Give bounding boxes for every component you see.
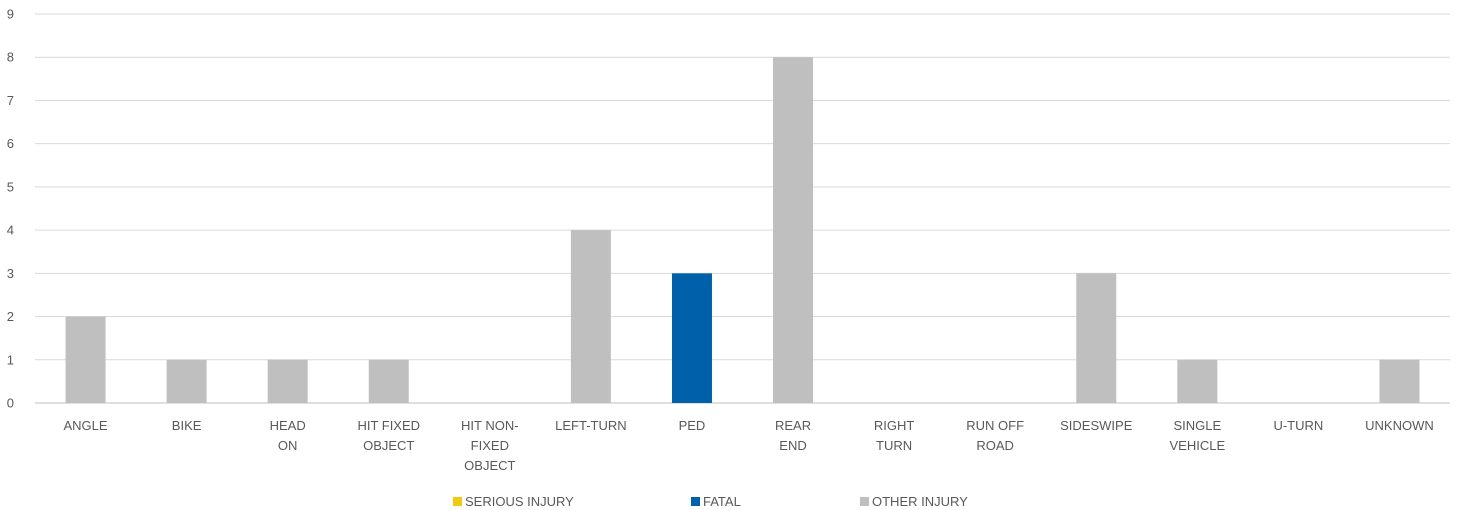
bars (65, 57, 1420, 403)
x-tick-label: UNKNOWN (1365, 418, 1434, 433)
y-tick-label: 1 (7, 352, 14, 367)
bar-other-injury (368, 359, 409, 403)
bar-fatal (671, 273, 712, 403)
legend-label: FATAL (703, 494, 741, 509)
y-tick-label: 8 (7, 50, 14, 65)
x-tick-label: HIT FIXED OBJECT (357, 418, 420, 453)
y-tick-label: 9 (7, 7, 14, 22)
x-tick-label: PED (679, 418, 706, 433)
y-tick-label: 6 (7, 136, 14, 151)
x-tick-label: RIGHT TURN (874, 418, 915, 453)
x-tick-label: HEAD ON (270, 418, 306, 453)
x-tick-label: SINGLE VEHICLE (1170, 418, 1226, 453)
y-tick-label: 2 (7, 309, 14, 324)
gridlines (35, 13, 1450, 404)
x-tick-label: HIT NON-FIXED OBJECT (461, 418, 519, 473)
legend: SERIOUS INJURY FATAL OTHER INJURY (453, 494, 968, 509)
y-tick-label: 7 (7, 93, 14, 108)
y-tick-label: 5 (7, 179, 14, 194)
x-tick-label: LEFT-TURN (555, 418, 627, 433)
y-axis: 0 1 2 3 4 5 6 7 8 9 (7, 7, 14, 411)
legend-label: SERIOUS INJURY (465, 494, 574, 509)
x-tick-label: BIKE (172, 418, 202, 433)
bar-other-injury (267, 359, 308, 403)
legend-label: OTHER INJURY (872, 494, 968, 509)
y-tick-label: 3 (7, 266, 14, 281)
x-tick-label: RUN OFF ROAD (966, 418, 1024, 453)
bar-other-injury (65, 316, 106, 403)
x-tick-label: REAR END (775, 418, 811, 453)
y-tick-label: 0 (7, 396, 14, 411)
bar-other-injury (570, 230, 611, 403)
bar-other-injury (773, 57, 814, 403)
x-tick-label: SIDESWIPE (1060, 418, 1133, 433)
x-axis: ANGLE BIKE HEAD ON HIT FIXED OBJECT HIT NON-FI… (63, 418, 1433, 473)
bar-other-injury (166, 359, 207, 403)
bar-other-injury (1076, 273, 1117, 403)
legend-swatch (860, 497, 869, 506)
x-tick-label: ANGLE (63, 418, 107, 433)
legend-swatch (691, 497, 700, 506)
bar-other-injury (1177, 359, 1218, 403)
bar-other-injury (1379, 359, 1420, 403)
legend-swatch (453, 497, 462, 506)
x-tick-label: U-TURN (1273, 418, 1323, 433)
y-tick-label: 4 (7, 223, 14, 238)
